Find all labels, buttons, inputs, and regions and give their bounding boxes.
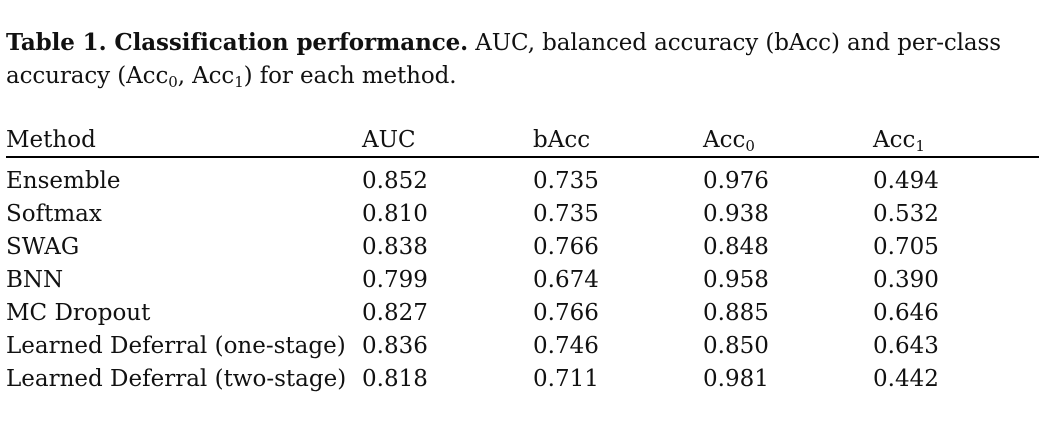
cell-acc1: 0.643 xyxy=(873,332,939,359)
cell-acc0: 0.958 xyxy=(703,266,769,293)
cell-acc0: 0.976 xyxy=(703,167,769,194)
cell-bacc: 0.746 xyxy=(533,332,599,359)
table-row: Learned Deferral (one-stage) 0.836 0.746… xyxy=(6,329,1039,362)
cell-acc1: 0.532 xyxy=(873,200,939,227)
header-auc: AUC xyxy=(362,124,533,158)
cell-acc0: 0.981 xyxy=(703,365,769,392)
table-row: Softmax 0.810 0.735 0.938 0.532 xyxy=(6,197,1039,230)
cell-method: Learned Deferral (one-stage) xyxy=(6,332,346,359)
header-acc1-sub: 1 xyxy=(915,137,925,155)
header-acc0-base: Acc xyxy=(703,127,746,153)
table-row: Learned Deferral (two-stage) 0.818 0.711… xyxy=(6,362,1039,395)
table-row: BNN 0.799 0.674 0.958 0.390 xyxy=(6,263,1039,296)
cell-acc1: 0.705 xyxy=(873,233,939,260)
cell-bacc: 0.735 xyxy=(533,200,599,227)
cell-auc: 0.810 xyxy=(362,200,428,227)
caption-label: Table 1. Classification performance. xyxy=(6,29,469,56)
cell-acc0: 0.885 xyxy=(703,299,769,326)
cell-auc: 0.836 xyxy=(362,332,428,359)
cell-method: BNN xyxy=(6,266,64,293)
caption-text-after: ) for each method. xyxy=(243,63,457,89)
table-row: MC Dropout 0.827 0.766 0.885 0.646 xyxy=(6,296,1039,329)
results-table: Method AUC bAcc Acc0 Acc1 Ensemble 0.852… xyxy=(6,124,1039,395)
cell-acc1: 0.390 xyxy=(873,266,939,293)
cell-acc1: 0.646 xyxy=(873,299,939,326)
cell-acc0: 0.848 xyxy=(703,233,769,260)
table-caption: Table 1. Classification performance. AUC… xyxy=(6,26,1036,93)
cell-auc: 0.827 xyxy=(362,299,428,326)
table-row: Ensemble 0.852 0.735 0.976 0.494 xyxy=(6,157,1039,197)
header-acc1-base: Acc xyxy=(873,127,916,153)
cell-auc: 0.799 xyxy=(362,266,428,293)
cell-acc0: 0.850 xyxy=(703,332,769,359)
cell-bacc: 0.711 xyxy=(533,365,599,392)
table-row: SWAG 0.838 0.766 0.848 0.705 xyxy=(6,230,1039,263)
header-acc0: Acc0 xyxy=(703,124,873,158)
caption-sub-1: 1 xyxy=(234,73,244,91)
cell-acc1: 0.494 xyxy=(873,167,939,194)
cell-auc: 0.838 xyxy=(362,233,428,260)
header-row: Method AUC bAcc Acc0 Acc1 xyxy=(6,124,1039,158)
cell-acc0: 0.938 xyxy=(703,200,769,227)
cell-auc: 0.818 xyxy=(362,365,428,392)
cell-auc: 0.852 xyxy=(362,167,428,194)
cell-bacc: 0.735 xyxy=(533,167,599,194)
header-acc1: Acc1 xyxy=(873,124,1039,158)
caption-sub-0: 0 xyxy=(168,73,178,91)
cell-acc1: 0.442 xyxy=(873,365,939,392)
cell-method: Softmax xyxy=(6,200,102,227)
cell-method: Learned Deferral (two-stage) xyxy=(6,365,347,392)
cell-method: Ensemble xyxy=(6,167,121,194)
cell-bacc: 0.674 xyxy=(533,266,599,293)
cell-bacc: 0.766 xyxy=(533,299,599,326)
cell-method: MC Dropout xyxy=(6,299,151,326)
header-acc0-sub: 0 xyxy=(745,137,755,155)
cell-bacc: 0.766 xyxy=(533,233,599,260)
header-method: Method xyxy=(6,124,362,158)
cell-method: SWAG xyxy=(6,233,80,260)
header-bacc: bAcc xyxy=(533,124,703,158)
caption-text-mid: , Acc xyxy=(177,63,235,89)
caption-text-before: AUC, balanced accuracy (bAcc) and per-cl… xyxy=(6,30,1001,89)
